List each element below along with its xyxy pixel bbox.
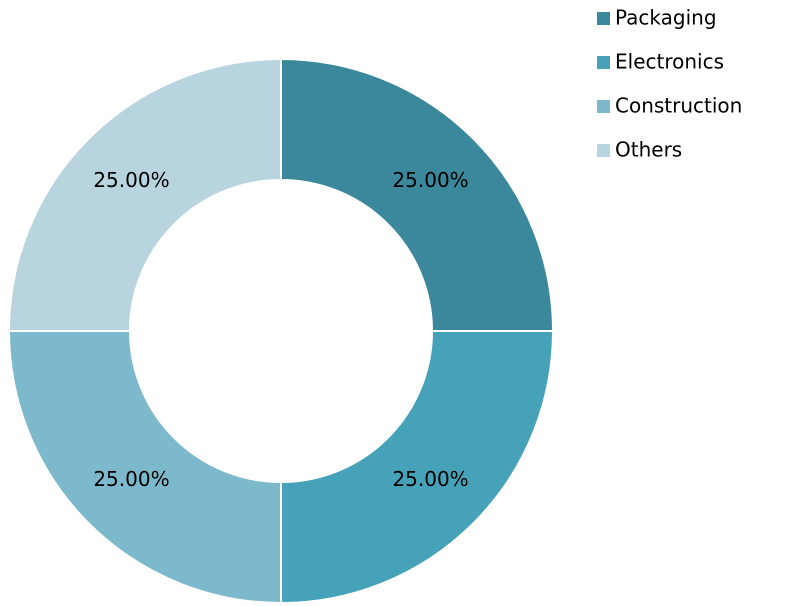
legend-swatch (597, 100, 610, 113)
legend-swatch (597, 12, 610, 25)
donut-slice (7, 330, 282, 605)
legend-label: Construction (615, 94, 742, 118)
data-label: 25.00% (93, 467, 169, 491)
legend-swatch (597, 144, 610, 157)
data-label: 25.00% (392, 467, 468, 491)
legend-label: Packaging (615, 6, 717, 30)
legend-label: Electronics (615, 50, 724, 74)
legend-label: Others (615, 138, 682, 162)
donut-slice (280, 330, 555, 605)
donut-slice (7, 57, 282, 332)
donut-slice (280, 57, 555, 332)
data-label: 25.00% (392, 168, 468, 192)
data-label: 25.00% (93, 168, 169, 192)
legend-swatch (597, 56, 610, 69)
